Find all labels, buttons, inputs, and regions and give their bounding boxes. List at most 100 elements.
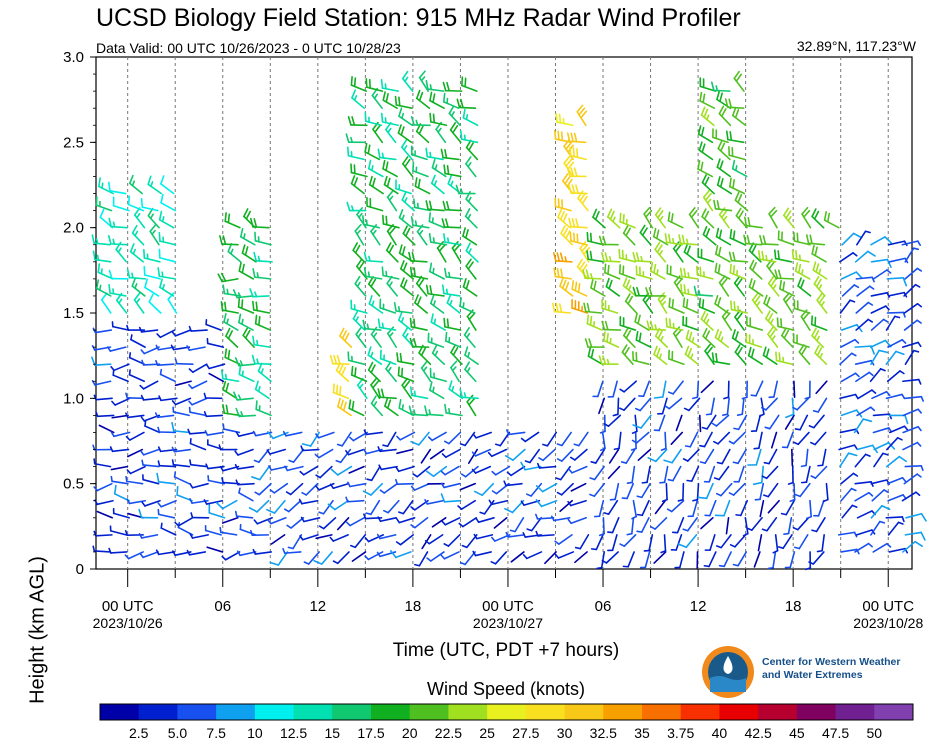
wind-barb <box>147 175 163 195</box>
wind-barb <box>767 551 777 570</box>
wind-barb <box>157 508 176 519</box>
wind-barb <box>443 233 462 246</box>
wind-barb <box>410 482 431 491</box>
wind-barb <box>315 431 335 439</box>
wind-barb <box>93 530 113 537</box>
wind-barb <box>266 448 287 455</box>
wind-barb <box>243 208 257 229</box>
wind-barb <box>402 156 414 178</box>
wind-barb <box>107 234 128 246</box>
wind-barb <box>747 448 762 466</box>
wind-barb <box>813 275 826 297</box>
wind-barb <box>607 534 618 552</box>
wind-barb <box>855 318 873 331</box>
wind-barb <box>467 448 478 464</box>
wind-barb <box>841 271 863 280</box>
wind-barb <box>903 319 922 331</box>
wind-barb <box>840 472 859 485</box>
wind-barb <box>621 482 634 500</box>
wind-barb <box>792 516 810 531</box>
colorbar-swatch <box>100 704 140 720</box>
wind-barb <box>886 370 905 383</box>
wind-barb <box>839 299 856 314</box>
wind-barb <box>701 414 717 430</box>
wind-barb <box>223 312 239 331</box>
wind-barb <box>94 499 114 506</box>
colorbar-tick-label: 12.5 <box>280 725 307 741</box>
wind-barb <box>550 515 571 522</box>
wind-barb <box>524 448 541 464</box>
wind-barb <box>841 504 858 519</box>
wind-barb <box>441 448 461 459</box>
wind-barb <box>238 487 254 502</box>
wind-barb <box>365 78 384 92</box>
wind-barb <box>251 465 270 481</box>
wind-barb <box>554 551 575 559</box>
wind-barb <box>425 80 445 92</box>
wind-barb <box>904 531 926 541</box>
wind-barb <box>174 380 192 387</box>
wind-barb <box>714 262 731 280</box>
wind-barb <box>784 551 796 569</box>
wind-barb <box>352 242 366 263</box>
wind-barb <box>413 198 432 212</box>
wind-barb <box>506 465 526 477</box>
wind-barb <box>622 277 637 297</box>
wind-barb <box>382 214 400 229</box>
wind-barb <box>364 551 384 561</box>
wind-barb <box>731 106 747 127</box>
wind-barb <box>96 510 114 519</box>
x-tick-label: 00 UTC <box>482 598 534 615</box>
wind-barb <box>92 444 112 451</box>
wind-barb <box>139 551 159 559</box>
wind-barb <box>425 284 445 297</box>
wind-barb <box>702 226 717 246</box>
wind-barb <box>408 405 429 417</box>
wind-barb <box>839 352 857 366</box>
wind-barb <box>465 258 477 280</box>
wind-barb <box>464 361 477 383</box>
x-tick-date-label: 2023/10/28 <box>853 615 923 631</box>
wind-barb <box>252 335 271 348</box>
wind-barb <box>814 344 828 366</box>
wind-barb <box>677 534 698 549</box>
wind-barb <box>734 191 749 212</box>
wind-barb <box>607 380 618 398</box>
wind-barb <box>158 395 178 402</box>
wind-barb <box>761 516 778 532</box>
wind-barb <box>557 208 571 229</box>
wind-barb <box>465 242 479 263</box>
colorbar-tick-label: 45 <box>789 725 805 741</box>
wind-barb <box>812 397 828 413</box>
wind-barb <box>542 431 558 447</box>
wind-barb <box>903 302 923 314</box>
wind-barb <box>870 520 886 536</box>
wind-barb <box>654 207 667 229</box>
wind-barb <box>253 516 273 525</box>
wind-barb <box>768 380 779 399</box>
wind-barb <box>762 482 779 498</box>
wind-barb <box>238 262 255 280</box>
wind-barb <box>221 477 240 485</box>
wind-barb <box>189 482 209 489</box>
wind-barb <box>461 534 478 549</box>
wind-barb <box>429 367 448 383</box>
wind-barb <box>697 482 714 500</box>
wind-barb <box>639 551 651 569</box>
wind-barb <box>429 448 445 460</box>
wind-barb <box>598 355 619 366</box>
wind-barb <box>345 516 365 527</box>
wind-barb <box>682 448 700 462</box>
wind-barb <box>601 320 622 331</box>
wind-barb <box>696 265 714 280</box>
wind-barb <box>659 465 669 484</box>
wind-barb <box>666 499 685 513</box>
wind-barb <box>697 247 715 263</box>
wind-barb <box>401 377 413 400</box>
wind-barb <box>652 227 669 246</box>
wind-barb <box>173 471 190 485</box>
wind-barb <box>140 197 159 212</box>
wind-barb <box>234 448 254 456</box>
wind-barb <box>632 251 653 263</box>
